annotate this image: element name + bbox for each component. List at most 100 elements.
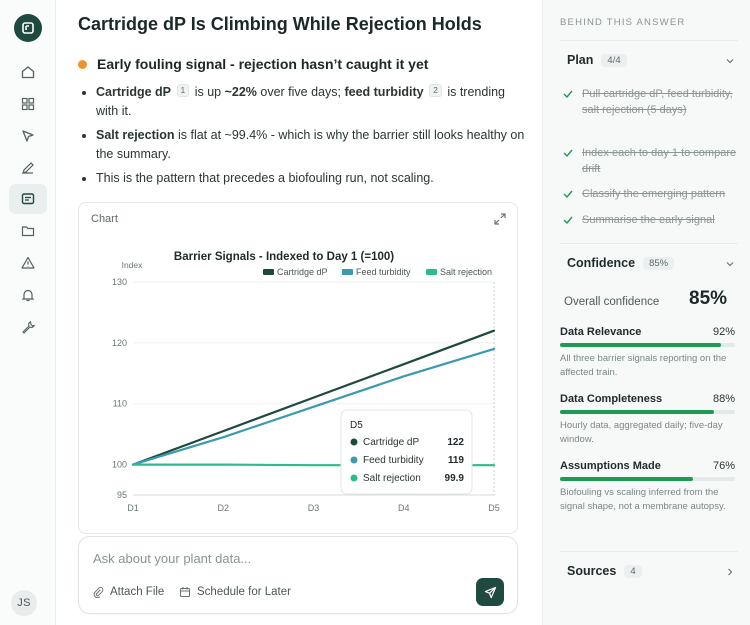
overall-confidence-value: 85% (689, 288, 728, 309)
citation-badge[interactable]: 1 (176, 84, 190, 97)
behind-answer-panel: BEHIND THIS ANSWER Plan 4/4 Pull cartrid… (542, 0, 750, 625)
plan-label: Plan (567, 53, 594, 67)
plan-header[interactable]: Plan 4/4 (567, 53, 627, 67)
home-icon[interactable] (9, 57, 47, 87)
avatar[interactable]: JS (11, 590, 37, 616)
confidence-label: Confidence (567, 256, 636, 270)
y-tick-label: 95 (117, 490, 127, 500)
metric-note: Biofouling vs scaling inferred from the … (560, 487, 726, 512)
panel-title: BEHIND THIS ANSWER (560, 17, 686, 28)
signal-heading: Early fouling signal - rejection hasn’t … (78, 56, 428, 72)
text: is trending with it. (96, 85, 506, 118)
chat-input[interactable]: Ask about your plant data... (93, 551, 252, 566)
expand-icon[interactable] (493, 212, 507, 226)
tooltip-value: 122 (447, 437, 464, 448)
plan-count-badge: 4/4 (601, 53, 627, 67)
tooltip-dot (350, 474, 358, 482)
progress-bar (560, 410, 735, 414)
progress-fill (560, 477, 693, 481)
confidence-header[interactable]: Confidence 85% (567, 256, 675, 270)
cursor-icon[interactable] (9, 121, 47, 151)
page-title: Cartridge dP Is Climbing While Rejection… (78, 14, 482, 34)
metric-name: Data Relevance (560, 326, 642, 338)
metric-name: feed turbidity (344, 85, 424, 99)
calendar-icon (179, 587, 191, 598)
metric-note: All three barrier signals reporting on t… (560, 353, 727, 378)
attach-file-button[interactable]: Attach File (93, 586, 164, 598)
progress-bar (560, 343, 735, 347)
attach-file-label: Attach File (110, 586, 165, 598)
app-logo[interactable] (14, 14, 42, 42)
check-icon (563, 190, 573, 199)
line-chart: Barrier Signals - Indexed to Day 1 (=100… (112, 251, 500, 513)
text: This is the pattern that precedes a biof… (96, 171, 434, 185)
metric-value: ~22% (224, 85, 257, 99)
plan-step: Classify the emerging pattern (563, 186, 743, 202)
dashboard-icon[interactable] (9, 89, 47, 119)
chevron-down-icon[interactable] (725, 56, 735, 66)
confidence-metric: Assumptions Made 76% Biofouling vs scalin… (560, 460, 735, 514)
sources-header[interactable]: Sources 4 (567, 564, 642, 578)
chat-icon[interactable] (9, 184, 47, 214)
y-tick-label: 100 (112, 460, 127, 470)
tooltip-title: D5 (350, 420, 363, 431)
metric-value: 76% (712, 460, 735, 472)
chart-legend: Cartridge dP Feed turbidity Salt rejection (263, 267, 492, 277)
sources-label: Sources (567, 564, 617, 578)
progress-fill (560, 343, 721, 347)
plan-step-text: Index each to day 1 to compare drift (582, 147, 737, 175)
paperclip-icon (93, 586, 104, 598)
x-tick-label: D5 (488, 503, 500, 513)
legend-label: Salt rejection (440, 267, 492, 277)
divider (560, 243, 738, 244)
x-tick-label: D3 (308, 503, 320, 513)
pencil-icon[interactable] (9, 153, 47, 183)
schedule-label: Schedule for Later (197, 586, 291, 598)
check-icon (563, 149, 573, 158)
plan-step: Summarise the early signal (563, 212, 743, 228)
tooltip-label: Salt rejection (363, 473, 421, 484)
series-line (131, 347, 496, 466)
tooltip-dot (350, 456, 358, 464)
bell-icon[interactable] (9, 280, 47, 310)
metric-note: Hourly data, aggregated daily; five-day … (560, 420, 723, 445)
y-tick-label: 130 (112, 277, 127, 287)
confidence-metric: Data Relevance 92% All three barrier sign… (560, 326, 735, 380)
folder-icon[interactable] (9, 216, 47, 246)
chart-card: Chart Barrier Signals - Indexed to Day 1… (78, 202, 518, 534)
plan-step-text: Pull cartridge dP, feed turbidity, salt … (582, 88, 733, 116)
tooltip-label: Feed turbidity (363, 455, 424, 466)
wrench-icon[interactable] (9, 312, 47, 342)
text: over five days; (256, 85, 345, 99)
send-button[interactable] (476, 578, 504, 606)
chevron-down-icon[interactable] (725, 259, 735, 269)
signal-text: Early fouling signal - rejection hasn’t … (97, 56, 429, 72)
divider (560, 40, 738, 41)
legend-label: Cartridge dP (277, 267, 328, 277)
y-tick-label: 120 (112, 338, 127, 348)
metric-name: Assumptions Made (560, 460, 661, 472)
legend-swatch (342, 269, 353, 275)
alert-icon[interactable] (9, 248, 47, 278)
metric-value: 88% (712, 393, 735, 405)
chat-composer[interactable]: Ask about your plant data... Attach File… (78, 536, 518, 614)
schedule-button[interactable]: Schedule for Later (179, 586, 291, 598)
chevron-right-icon[interactable] (725, 567, 735, 577)
left-rail: JS (0, 0, 56, 625)
x-tick-label: D1 (127, 503, 139, 513)
x-tick-label: D4 (398, 503, 410, 513)
metric-name: Salt rejection (96, 128, 175, 142)
metric-name: Cartridge dP (96, 85, 172, 99)
list-item: This is the pattern that precedes a biof… (96, 169, 526, 188)
check-icon (563, 216, 573, 225)
tooltip-box (340, 409, 473, 495)
x-tick-label: D2 (217, 503, 229, 513)
chart-card-label: Chart (91, 213, 118, 225)
confidence-badge: 85% (643, 256, 675, 270)
y-tick-label: 110 (113, 399, 127, 409)
chart-title: Barrier Signals - Indexed to Day 1 (=100… (174, 251, 394, 263)
confidence-metric: Data Completeness 88% Hourly data, aggreg… (560, 393, 735, 447)
overall-confidence-label: Overall confidence (564, 296, 660, 308)
citation-badge[interactable]: 2 (429, 84, 442, 97)
